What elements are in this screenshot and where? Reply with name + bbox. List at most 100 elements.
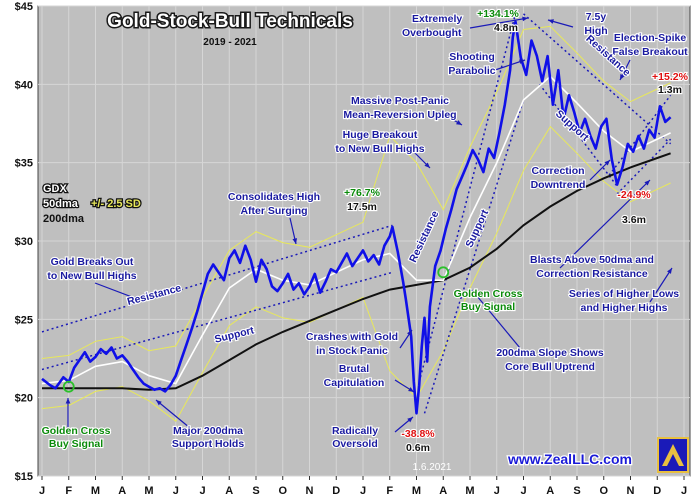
arrowhead-icon	[292, 238, 298, 244]
arrowhead-icon	[407, 417, 413, 423]
annotation-pointer	[471, 289, 521, 349]
annotation-label: Huge Breakout	[343, 129, 418, 141]
sd-band	[41, 25, 671, 422]
arrowhead-icon	[667, 268, 672, 274]
annotation-label: Correction Resistance	[536, 268, 648, 280]
annotation-label: 1.3m	[658, 84, 682, 96]
annotation-label: Major 200dma	[173, 425, 243, 437]
x-tick-label: J	[494, 485, 500, 497]
annotation-label: 0.6m	[406, 442, 430, 454]
annotation-pointer	[649, 267, 673, 303]
arrowhead-icon	[424, 162, 430, 168]
x-tick-label: N	[627, 485, 635, 497]
x-tick-label: J	[681, 485, 687, 497]
annotation-pointer	[155, 399, 191, 429]
arrowhead-icon	[522, 16, 528, 22]
arrowhead-icon	[519, 59, 525, 64]
x-tick-label: M	[144, 485, 153, 497]
x-tick-label: N	[306, 485, 314, 497]
annotation-label: 7.5y	[586, 11, 607, 23]
arrowhead-icon	[134, 295, 140, 301]
annotation-pointers	[65, 16, 673, 433]
annotation-label: +15.2%	[652, 71, 689, 83]
x-tick-label: S	[573, 485, 580, 497]
annotation-label: +76.7%	[344, 187, 381, 199]
arrowhead-icon	[456, 120, 462, 125]
chart-date-watermark: 1.6.2021	[413, 462, 452, 473]
resistance-line-recent	[608, 94, 672, 176]
y-tick-label: $25	[15, 314, 33, 326]
annotation-label: High	[584, 25, 607, 37]
resistance-line-2020	[418, 13, 517, 383]
annotation-label: Crashes with Gold	[306, 331, 398, 343]
annotation-label: -38.8%	[401, 428, 435, 440]
gridlines	[38, 5, 690, 477]
band-lower-line	[41, 125, 671, 422]
zeal-logo-icon	[657, 437, 689, 473]
annotation-label: and Higher Highs	[581, 302, 668, 314]
annotation-label: to New Bull Highs	[335, 143, 424, 155]
annotation-label: Massive Post-Panic	[351, 95, 449, 107]
arrowhead-icon	[406, 330, 412, 336]
arrowhead-icon	[548, 19, 554, 24]
arrowhead-icon	[65, 398, 71, 404]
y-tick-label: $40	[15, 79, 33, 91]
x-tick-label: O	[599, 485, 608, 497]
annotation-label: Support Holds	[172, 438, 244, 450]
y-tick-label: $30	[15, 236, 33, 248]
x-tick-label: J	[520, 485, 526, 497]
annotation-label: Mean-Reversion Upleg	[343, 109, 456, 121]
annotation-label: Overbought	[402, 27, 462, 39]
annotation-label: Golden Cross	[454, 288, 523, 300]
golden-cross-marker	[62, 380, 75, 393]
x-tick-label: M	[412, 485, 421, 497]
x-tick-label: O	[278, 485, 287, 497]
golden-cross-marker	[437, 266, 450, 279]
annotation-label: Buy Signal	[49, 438, 103, 450]
annotation-label: Core Bull Uptrend	[505, 361, 595, 373]
support-line-2019	[41, 271, 393, 371]
annotation-label: Correction	[531, 165, 584, 177]
chart-subtitle: 2019 - 2021	[203, 37, 257, 48]
website-label: www.ZealLLC.com	[507, 451, 632, 467]
legend-ticker: GDX	[43, 183, 68, 195]
annotation-label: Gold Breaks Out	[51, 256, 134, 268]
annotation-label: Brutal	[339, 363, 369, 375]
y-tick-label: $45	[15, 1, 33, 13]
band-upper-line	[41, 25, 671, 359]
annotation-label: Downtrend	[531, 179, 586, 191]
gdx-price-line	[41, 20, 672, 415]
annotation-pointer	[94, 282, 141, 301]
annotation-label: to New Bull Highs	[47, 270, 136, 282]
annotation-label: Extremely	[412, 13, 462, 25]
annotation-label: Radically	[332, 425, 378, 437]
annotation-label: 3.6m	[622, 214, 646, 226]
x-tick-label: A	[225, 485, 233, 497]
annotation-label: Golden Cross	[42, 425, 111, 437]
arrowhead-icon	[156, 400, 162, 406]
ma50-line	[41, 75, 671, 385]
arrowhead-icon	[472, 290, 478, 296]
annotation-label: 17.5m	[347, 201, 377, 213]
arrowhead-icon	[408, 387, 414, 392]
x-tick-label: J	[360, 485, 366, 497]
annotation-label: +134.1%	[477, 8, 519, 20]
x-tick-label: F	[65, 485, 72, 497]
x-tick-label: A	[439, 485, 447, 497]
annotation-label: 200dma Slope Shows	[496, 347, 604, 359]
legend-200dma: 200dma	[43, 213, 85, 225]
legend-band: +/- 2.5 SD	[91, 198, 141, 210]
annotation-label: -24.9%	[617, 189, 651, 201]
y-tick-label: $35	[15, 158, 33, 170]
x-tick-label: D	[653, 485, 661, 497]
x-tick-label: S	[252, 485, 259, 497]
x-tick-label: D	[332, 485, 340, 497]
x-tick-label: M	[91, 485, 100, 497]
annotation-label: Parabolic	[448, 65, 495, 77]
annotation-label: Blasts Above 50dma and	[530, 254, 654, 266]
y-axis-ticks: $15 $20 $25 $30 $35 $40 $45	[15, 1, 33, 483]
x-tick-label: A	[546, 485, 554, 497]
annotation-label: After Surging	[240, 205, 307, 217]
